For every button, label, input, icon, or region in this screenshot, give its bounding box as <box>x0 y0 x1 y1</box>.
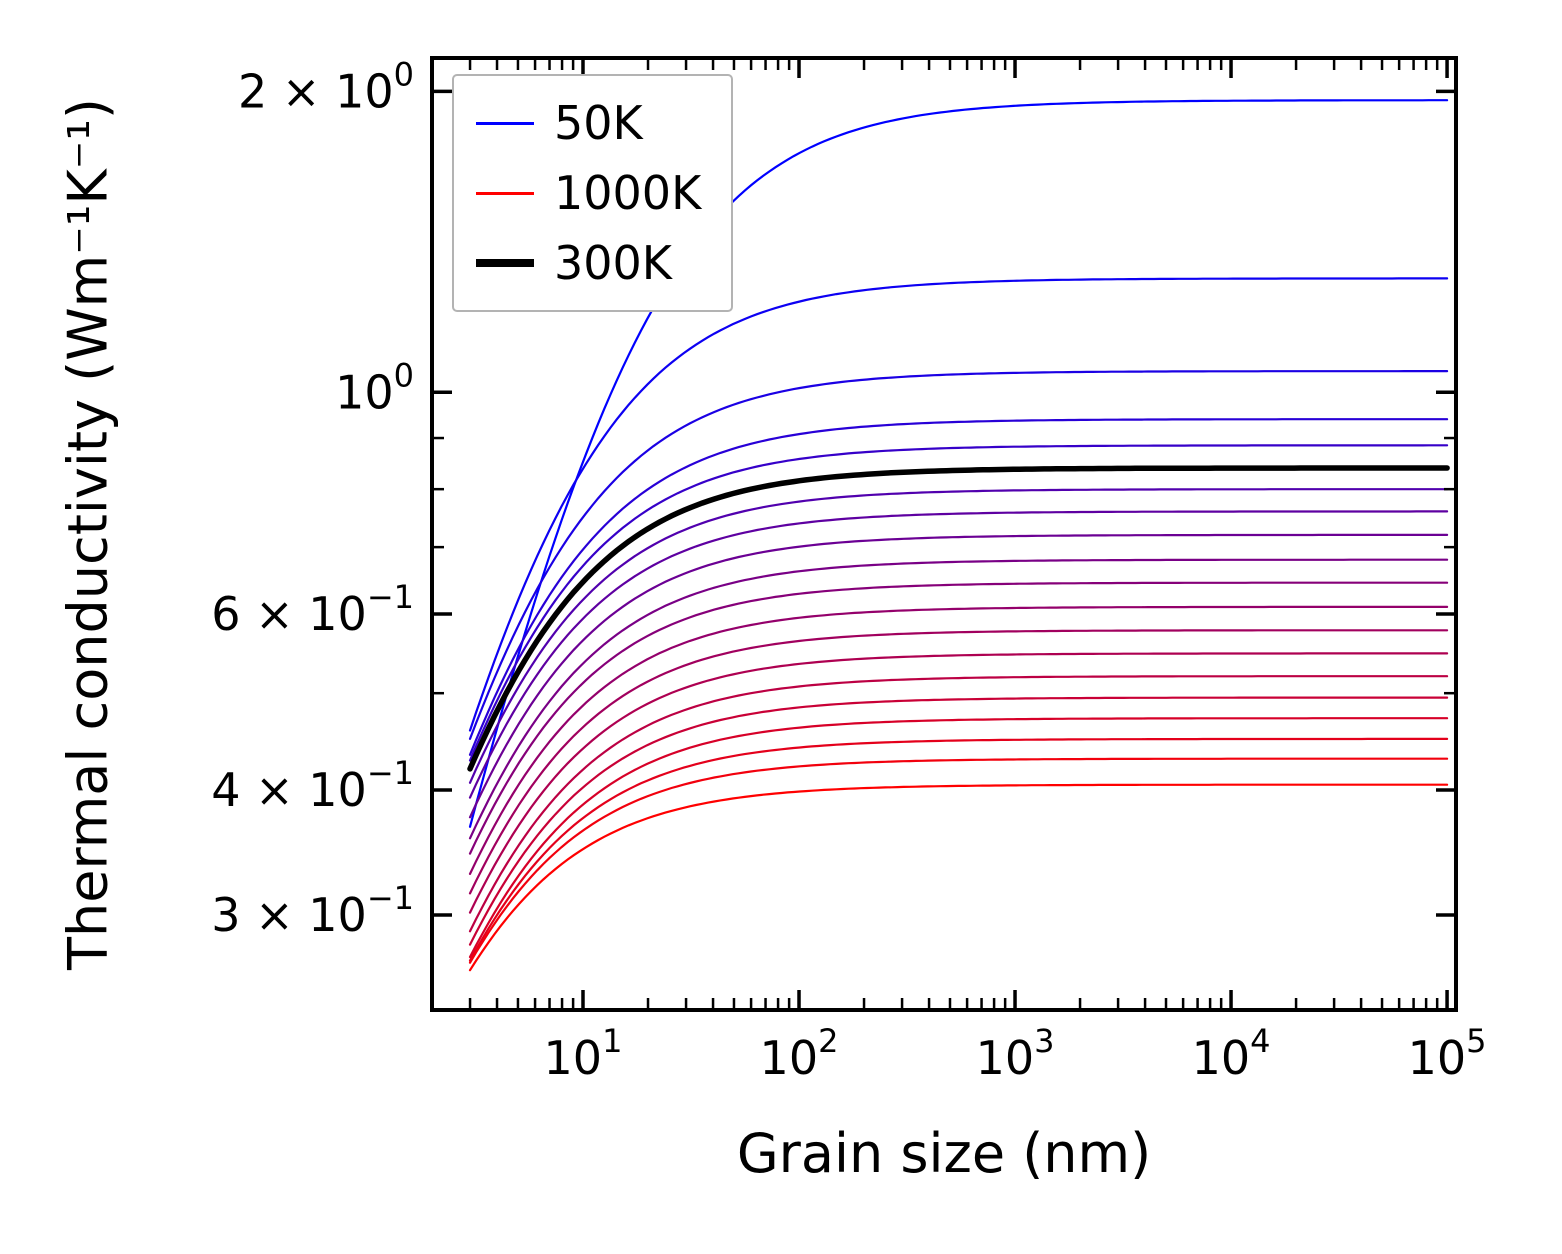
y-tick-label: 6 × 10−1 <box>211 578 414 641</box>
y-axis-label: Thermal conductivity (Wm⁻¹K⁻¹) <box>56 98 120 970</box>
curve-1000K <box>468 783 1449 972</box>
curve-450K <box>468 533 1449 819</box>
y-tick-label: 100 <box>335 356 414 419</box>
x-tick-label: 102 <box>760 1022 839 1085</box>
legend-item-1000k: 1000K <box>476 162 701 224</box>
y-tick-label: 4 × 10−1 <box>211 754 414 817</box>
x-tick-label: 105 <box>1408 1022 1487 1085</box>
curve-700K <box>468 652 1449 914</box>
legend-line-sample <box>476 191 534 195</box>
legend-label: 50K <box>554 96 643 150</box>
curve-400K <box>468 510 1449 799</box>
legend-line-sample <box>476 259 534 267</box>
plot-border <box>430 56 1458 1012</box>
y-tick-label: 3 × 10−1 <box>211 879 414 942</box>
curve-900K <box>468 737 1449 962</box>
curve-750K <box>468 675 1449 933</box>
curve-500K <box>468 558 1449 840</box>
curve-250K <box>468 444 1449 762</box>
legend-line-sample <box>476 121 534 125</box>
curve-850K <box>468 717 1449 959</box>
legend-label: 1000K <box>554 166 702 220</box>
legend-label: 300K <box>554 236 672 290</box>
y-tick-label: 2 × 100 <box>238 55 414 118</box>
curve-150K <box>468 370 1449 740</box>
curve-100K <box>468 277 1449 732</box>
x-tick-label: 103 <box>976 1022 1055 1085</box>
x-tick-label: 101 <box>544 1022 623 1085</box>
legend-item-300k: 300K <box>476 232 701 294</box>
curve-600K <box>468 605 1449 875</box>
curve-50K <box>468 99 1449 828</box>
x-axis-label: Grain size (nm) <box>736 1122 1152 1185</box>
curve-800K <box>468 696 1449 946</box>
x-tick-label: 104 <box>1192 1022 1271 1085</box>
curve-650K <box>468 629 1449 895</box>
legend-item-50k: 50K <box>476 92 701 154</box>
curve-200K <box>468 418 1449 756</box>
curve-300K <box>467 465 1450 772</box>
legend: 50K 1000K 300K <box>452 74 734 312</box>
curve-950K <box>468 757 1449 964</box>
curve-550K <box>468 581 1449 855</box>
curve-350K <box>468 488 1449 784</box>
